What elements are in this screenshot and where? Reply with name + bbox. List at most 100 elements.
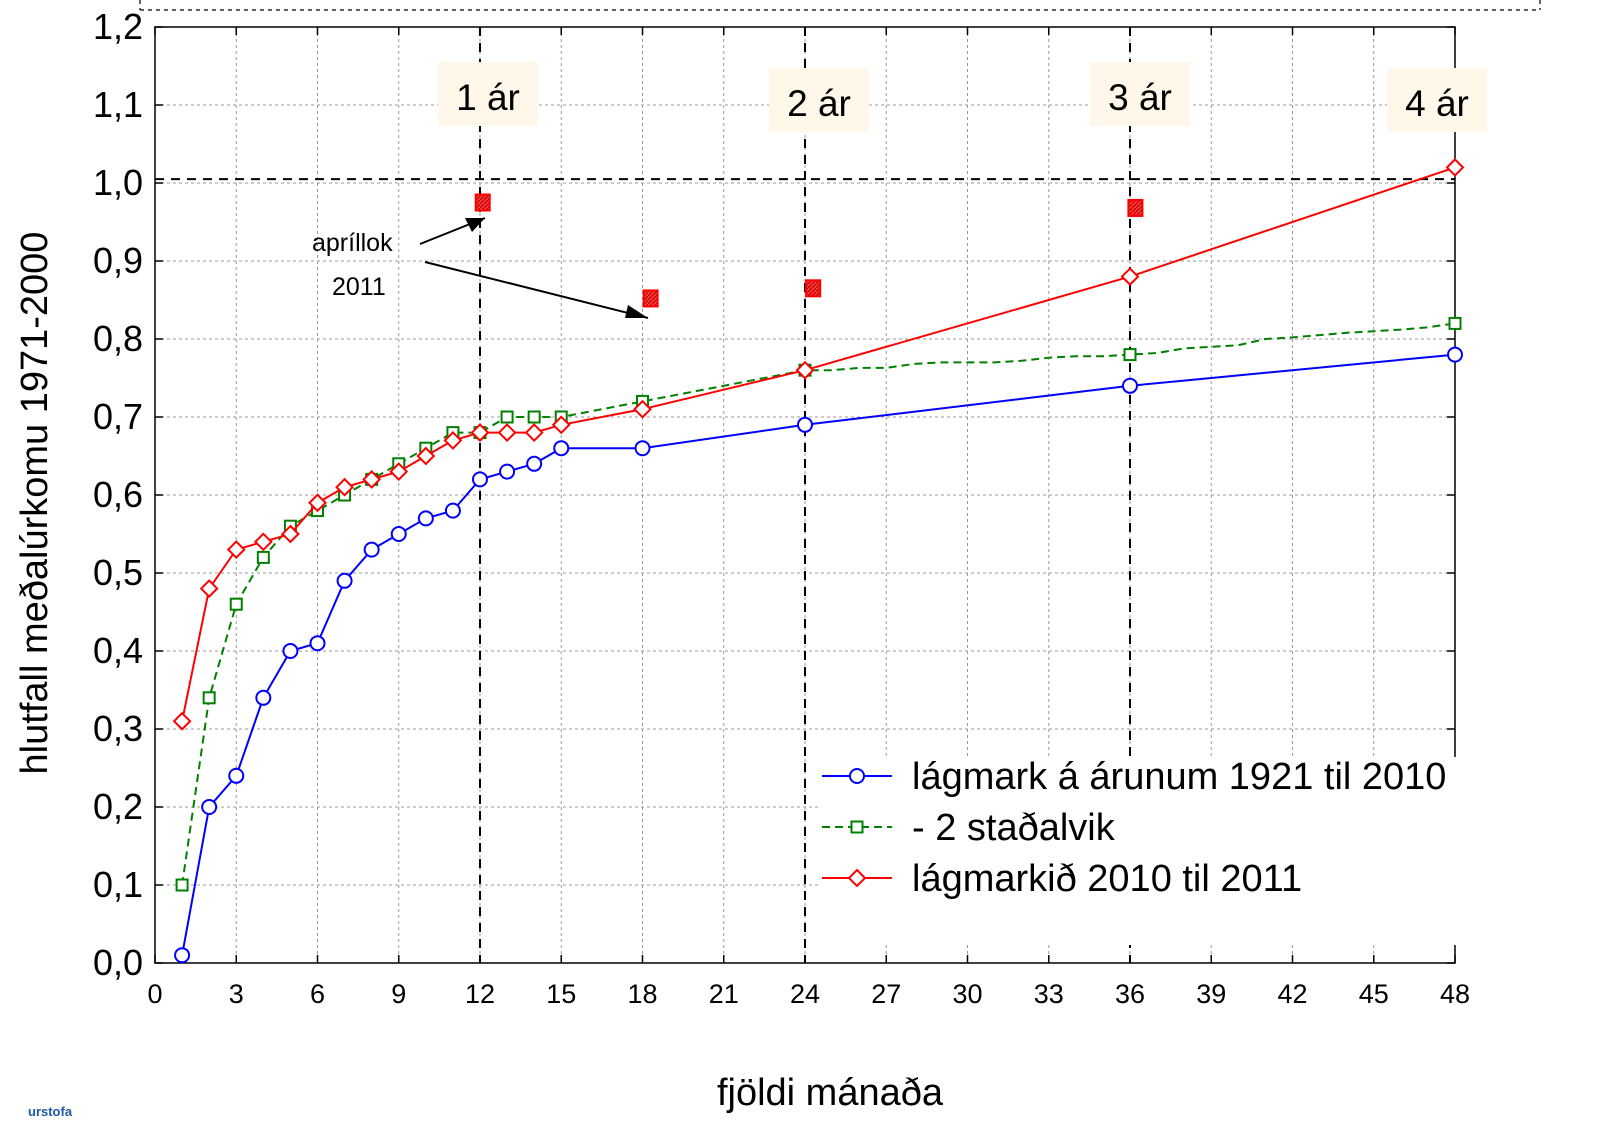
year-label-bg bbox=[1387, 68, 1487, 132]
data-point bbox=[363, 541, 380, 558]
y-tick-label: 1,1 bbox=[93, 84, 143, 125]
annotation-arrowhead-1 bbox=[465, 218, 485, 232]
y-tick-label: 0,9 bbox=[93, 240, 143, 281]
data-point bbox=[202, 691, 216, 705]
x-tick-label: 27 bbox=[871, 979, 901, 1009]
data-point bbox=[633, 399, 652, 419]
x-tick-label: 33 bbox=[1034, 979, 1064, 1009]
april-end-2011-point bbox=[642, 289, 659, 308]
data-point bbox=[389, 462, 409, 482]
y-tick-label: 1,2 bbox=[93, 6, 143, 47]
data-point bbox=[256, 550, 270, 564]
x-tick-label: 45 bbox=[1359, 979, 1389, 1009]
year-labels-layer: 1 ár 2 ár 3 ár 4 ár bbox=[438, 62, 1487, 132]
data-point bbox=[551, 415, 571, 435]
data-point bbox=[201, 799, 218, 815]
y-tick-label: 0,8 bbox=[93, 318, 143, 359]
data-point bbox=[309, 635, 326, 652]
x-tick-label: 24 bbox=[790, 979, 820, 1009]
data-point bbox=[1447, 346, 1463, 363]
legend-marker bbox=[850, 820, 864, 834]
april-end-2011-point bbox=[1127, 198, 1144, 217]
annotation: apríllok 2011 bbox=[312, 217, 649, 319]
year-label: 3 ár bbox=[1108, 77, 1172, 118]
axes: 0,0 0,1 0,2 0,3 0,4 0,5 0,6 0,7 0,8 0,9 1,0 1,1 1,2 0… bbox=[93, 6, 1470, 1009]
april-end-2011-point bbox=[805, 279, 822, 298]
legend-label: - 2 staðalvik bbox=[912, 807, 1116, 849]
legend-marker bbox=[847, 868, 867, 888]
data-point bbox=[553, 440, 570, 457]
data-point bbox=[499, 463, 516, 480]
data-point bbox=[1445, 157, 1465, 177]
legend-box bbox=[820, 757, 1616, 945]
y-tick-label: 0,2 bbox=[93, 786, 143, 827]
x-tick-label: 3 bbox=[229, 979, 244, 1009]
reference-lines bbox=[155, 27, 1455, 963]
data-point bbox=[472, 471, 488, 488]
series-3 bbox=[172, 157, 1465, 731]
annotation-line2: 2011 bbox=[332, 273, 386, 301]
data-point bbox=[416, 446, 436, 466]
legend-marker bbox=[849, 768, 865, 784]
annotation-arrowhead-2 bbox=[625, 305, 648, 318]
data-point bbox=[497, 423, 517, 443]
data-point bbox=[308, 493, 327, 513]
y-tick-label: 0,1 bbox=[93, 864, 143, 905]
legend-label: lágmarkið 2010 til 2011 bbox=[912, 858, 1302, 900]
year-label-bg bbox=[1090, 62, 1190, 126]
x-tick-label: 0 bbox=[147, 979, 162, 1009]
y-tick-label: 0,4 bbox=[93, 630, 143, 671]
legend: lágmark á árunum 1921 til 2010 - 2 staðal… bbox=[820, 756, 1616, 945]
data-point bbox=[229, 597, 243, 611]
data-point bbox=[1448, 316, 1462, 330]
year-label: 1 ár bbox=[456, 77, 520, 118]
data-point bbox=[797, 416, 813, 433]
logo-text: urstofa bbox=[28, 1104, 73, 1119]
annotation-arrow-2 bbox=[424, 261, 649, 319]
data-point bbox=[634, 440, 651, 457]
series-1 bbox=[174, 346, 1463, 964]
y-tick-label: 0,3 bbox=[93, 708, 143, 749]
data-point bbox=[226, 540, 246, 560]
logo-box bbox=[0, 1100, 80, 1121]
y-tick-label: 0,5 bbox=[93, 552, 143, 593]
top-frame-line bbox=[139, 0, 1541, 11]
data-point bbox=[443, 430, 463, 450]
data-point bbox=[526, 455, 543, 472]
data-point bbox=[281, 524, 300, 544]
data-point bbox=[500, 410, 514, 424]
x-tick-label: 6 bbox=[310, 979, 325, 1009]
data-point bbox=[417, 510, 434, 527]
year-label: 2 ár bbox=[787, 83, 851, 124]
y-tick-label: 1,0 bbox=[93, 162, 143, 203]
x-tick-label: 30 bbox=[952, 979, 982, 1009]
x-tick-label: 48 bbox=[1440, 979, 1470, 1009]
data-point bbox=[527, 410, 541, 424]
y-tick-label: 0,6 bbox=[93, 474, 143, 515]
x-tick-label: 39 bbox=[1196, 979, 1226, 1009]
x-tick-label: 18 bbox=[627, 979, 657, 1009]
data-point bbox=[335, 477, 354, 497]
april-end-2011-point bbox=[474, 193, 491, 212]
data-point bbox=[199, 579, 219, 599]
data-point bbox=[1120, 267, 1140, 287]
data-point bbox=[336, 572, 353, 589]
series-layer bbox=[172, 157, 1465, 964]
data-point bbox=[795, 360, 815, 380]
x-tick-label: 9 bbox=[391, 979, 406, 1009]
extra-points-layer bbox=[474, 193, 1144, 308]
x-tick-label: 12 bbox=[465, 979, 495, 1009]
data-point bbox=[390, 526, 407, 542]
data-point bbox=[253, 532, 273, 552]
year-label-bg bbox=[438, 62, 538, 126]
data-point bbox=[1122, 377, 1138, 394]
data-point bbox=[228, 767, 245, 784]
x-tick-label: 42 bbox=[1277, 979, 1307, 1009]
legend-label: lágmark á árunum 1921 til 2010 bbox=[912, 756, 1446, 798]
data-point bbox=[1123, 348, 1137, 362]
data-point bbox=[255, 689, 272, 706]
x-axis-title: fjöldi mánaða bbox=[717, 1072, 944, 1114]
data-point bbox=[175, 878, 189, 892]
annotation-line1: apríllok bbox=[312, 229, 393, 257]
